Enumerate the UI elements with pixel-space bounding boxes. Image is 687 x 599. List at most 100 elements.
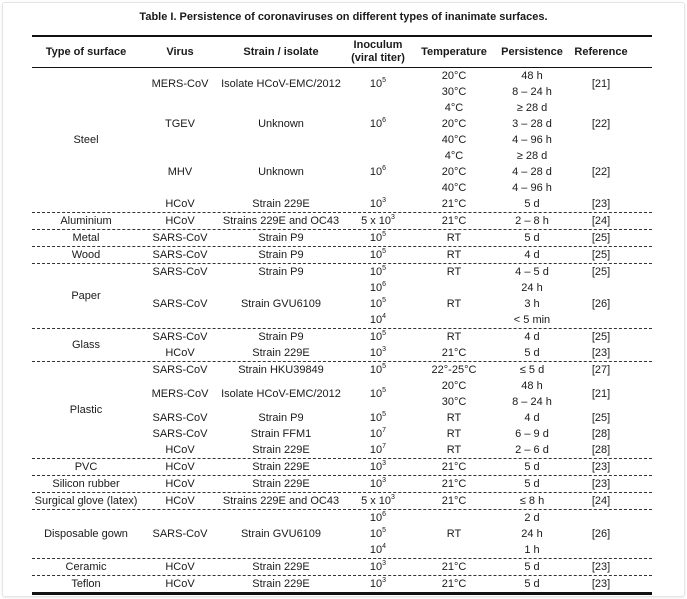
reference-cell-text: [22] (591, 166, 611, 178)
inoculum-exponent: 5 (382, 231, 387, 238)
strain-cell-text: Strain 229E (252, 461, 310, 473)
inoculum-cell: 105 (342, 68, 414, 100)
inoculum-exponent: 4 (382, 543, 387, 550)
persistence-cell: 48 h 8 – 24 h (494, 68, 570, 100)
inoculum-base: 10 (369, 78, 383, 90)
inoculum-cell: 5 x 103 (342, 213, 414, 229)
persistence-table: Type of surface Virus Strain / isolate I… (32, 35, 652, 595)
persistence-cell: 5 d (494, 559, 570, 575)
inoculum-cell: 103 (342, 476, 414, 492)
inoculum-exponent: 5 (382, 363, 387, 370)
reference-cell-text: [24] (591, 215, 611, 227)
inoculum-exponent: 5 (382, 387, 387, 394)
temperature-cell-line: 20°C (441, 380, 467, 392)
persistence-cell-line: 24 h (521, 282, 543, 294)
table-row: HCoV Strain 229E 107 RT 2 – 6 d [28] (140, 442, 632, 458)
inoculum-value: 105 (370, 329, 386, 345)
inoculum-value: 104 (370, 312, 386, 328)
table-row: SARS-CoV Strain P9 105 RT 4 d [25] (140, 410, 632, 426)
strain-cell: Strain GVU6109 (220, 280, 342, 328)
reference-cell-text: [25] (591, 331, 611, 343)
inoculum-base: 10 (369, 388, 383, 400)
temperature-cell-line: RT (446, 412, 462, 424)
inoculum-cell: 106 (342, 100, 414, 148)
temperature-cell: 21°C (414, 345, 494, 361)
reference-cell-text: [21] (591, 388, 611, 400)
inoculum-exponent: 3 (382, 346, 387, 353)
inoculum-value: 106 (370, 116, 386, 132)
surface-entries: HCoV Strains 229E and OC43 5 x 103 21°C ≤ 8 … (140, 493, 632, 509)
temperature-cell: RT (414, 264, 494, 280)
temperature-cell: 21°C (414, 476, 494, 492)
strain-cell-text: Strain 229E (252, 578, 310, 590)
inoculum-exponent: 3 (391, 214, 395, 221)
reference-cell: [24] (570, 213, 632, 229)
temperature-cell-line: RT (446, 266, 462, 278)
surface-name: Plastic (69, 404, 103, 416)
persistence-cell-line: 1 h (524, 544, 540, 556)
temperature-cell-line: 4°C (444, 102, 464, 114)
inoculum-exponent: 3 (382, 577, 387, 584)
inoculum-value: 105 (370, 386, 386, 402)
inoculum-value: 105 (370, 230, 386, 246)
reference-cell: [23] (570, 345, 632, 361)
inoculum-base: 10 (369, 578, 383, 590)
temperature-cell: 22°-25°C (414, 362, 494, 378)
surface-name: Surgical glove (latex) (34, 495, 138, 507)
temperature-cell-line: RT (446, 249, 462, 261)
strain-cell-text: Strain 229E (252, 561, 310, 573)
reference-cell-text: [23] (591, 561, 611, 573)
inoculum-value: 105 (370, 247, 386, 263)
table-row: SARS-CoV Strain P9 105 RT 4 d [25] (140, 247, 632, 263)
surface-entries: SARS-CoV Strain GVU6109 106 105 104 RT 2 d 24 h… (140, 510, 632, 558)
inoculum-value: 105 (370, 76, 386, 92)
inoculum-exponent: 5 (382, 297, 387, 304)
strain-cell: Unknown (220, 148, 342, 196)
reference-cell-text: [26] (591, 298, 611, 310)
persistence-cell: 5 d (494, 459, 570, 475)
surface-name: Aluminium (60, 215, 112, 227)
surface-name: Glass (71, 339, 101, 351)
surface-entries: SARS-CoV Strain P9 105 RT 4 d [25] HCoV Strain … (140, 329, 632, 361)
inoculum-cell: 5 x 103 (342, 493, 414, 509)
surface-name: PVC (74, 461, 98, 473)
persistence-cell-line: 8 – 24 h (512, 86, 552, 98)
persistence-cell-line: 2 d (524, 512, 540, 524)
temperature-cell-line: 21°C (441, 215, 467, 227)
temperature-cell-line: 40°C (441, 182, 467, 194)
table-row: SARS-CoV Strain GVU6109 106 105 104 RT 2 d 24 h… (140, 510, 632, 558)
persistence-cell: 4 d (494, 410, 570, 426)
strain-cell: Strains 229E and OC43 (220, 213, 342, 229)
persistence-cell-line: 48 h (521, 380, 543, 392)
persistence-cell: 5 d (494, 476, 570, 492)
table-row: HCoV Strain 229E 103 21°C 5 d [23] (140, 476, 632, 492)
temperature-cell-line: 21°C (441, 561, 467, 573)
virus-cell-text: HCoV (165, 198, 195, 210)
virus-cell: MERS-CoV (140, 378, 220, 410)
surface-group: Silicon rubber HCoV Strain 229E 103 21°C 5 d [… (32, 476, 652, 493)
temperature-cell-line: 22°-25°C (431, 364, 477, 376)
temperature-cell: 21°C (414, 493, 494, 509)
persistence-cell-line: ≤ 5 d (519, 364, 545, 376)
strain-cell: Strain FFM1 (220, 426, 342, 442)
table-row: HCoV Strain 229E 103 21°C 5 d [23] (140, 559, 632, 575)
virus-cell-text: SARS-CoV (152, 266, 208, 278)
virus-cell: HCoV (140, 459, 220, 475)
virus-cell-text: SARS-CoV (152, 331, 208, 343)
header-persistence: Persistence (501, 45, 563, 58)
inoculum-value: 103 (370, 459, 386, 475)
inoculum-exponent: 3 (382, 460, 387, 467)
strain-cell: Isolate HCoV-EMC/2012 (220, 378, 342, 410)
reference-cell: [28] (570, 426, 632, 442)
inoculum-base: 10 (369, 166, 383, 178)
inoculum-base: 10 (369, 544, 383, 556)
reference-cell-text: [27] (591, 364, 611, 376)
temperature-cell-line: 21°C (441, 461, 467, 473)
virus-cell: SARS-CoV (140, 230, 220, 246)
persistence-cell-line: 3 – 28 d (512, 118, 552, 130)
temperature-cell: 21°C (414, 213, 494, 229)
strain-cell: Strain HKU39849 (220, 362, 342, 378)
strain-cell-text: Unknown (258, 118, 304, 130)
inoculum-value: 5 x 103 (361, 213, 395, 229)
persistence-cell-line: 5 d (524, 461, 540, 473)
